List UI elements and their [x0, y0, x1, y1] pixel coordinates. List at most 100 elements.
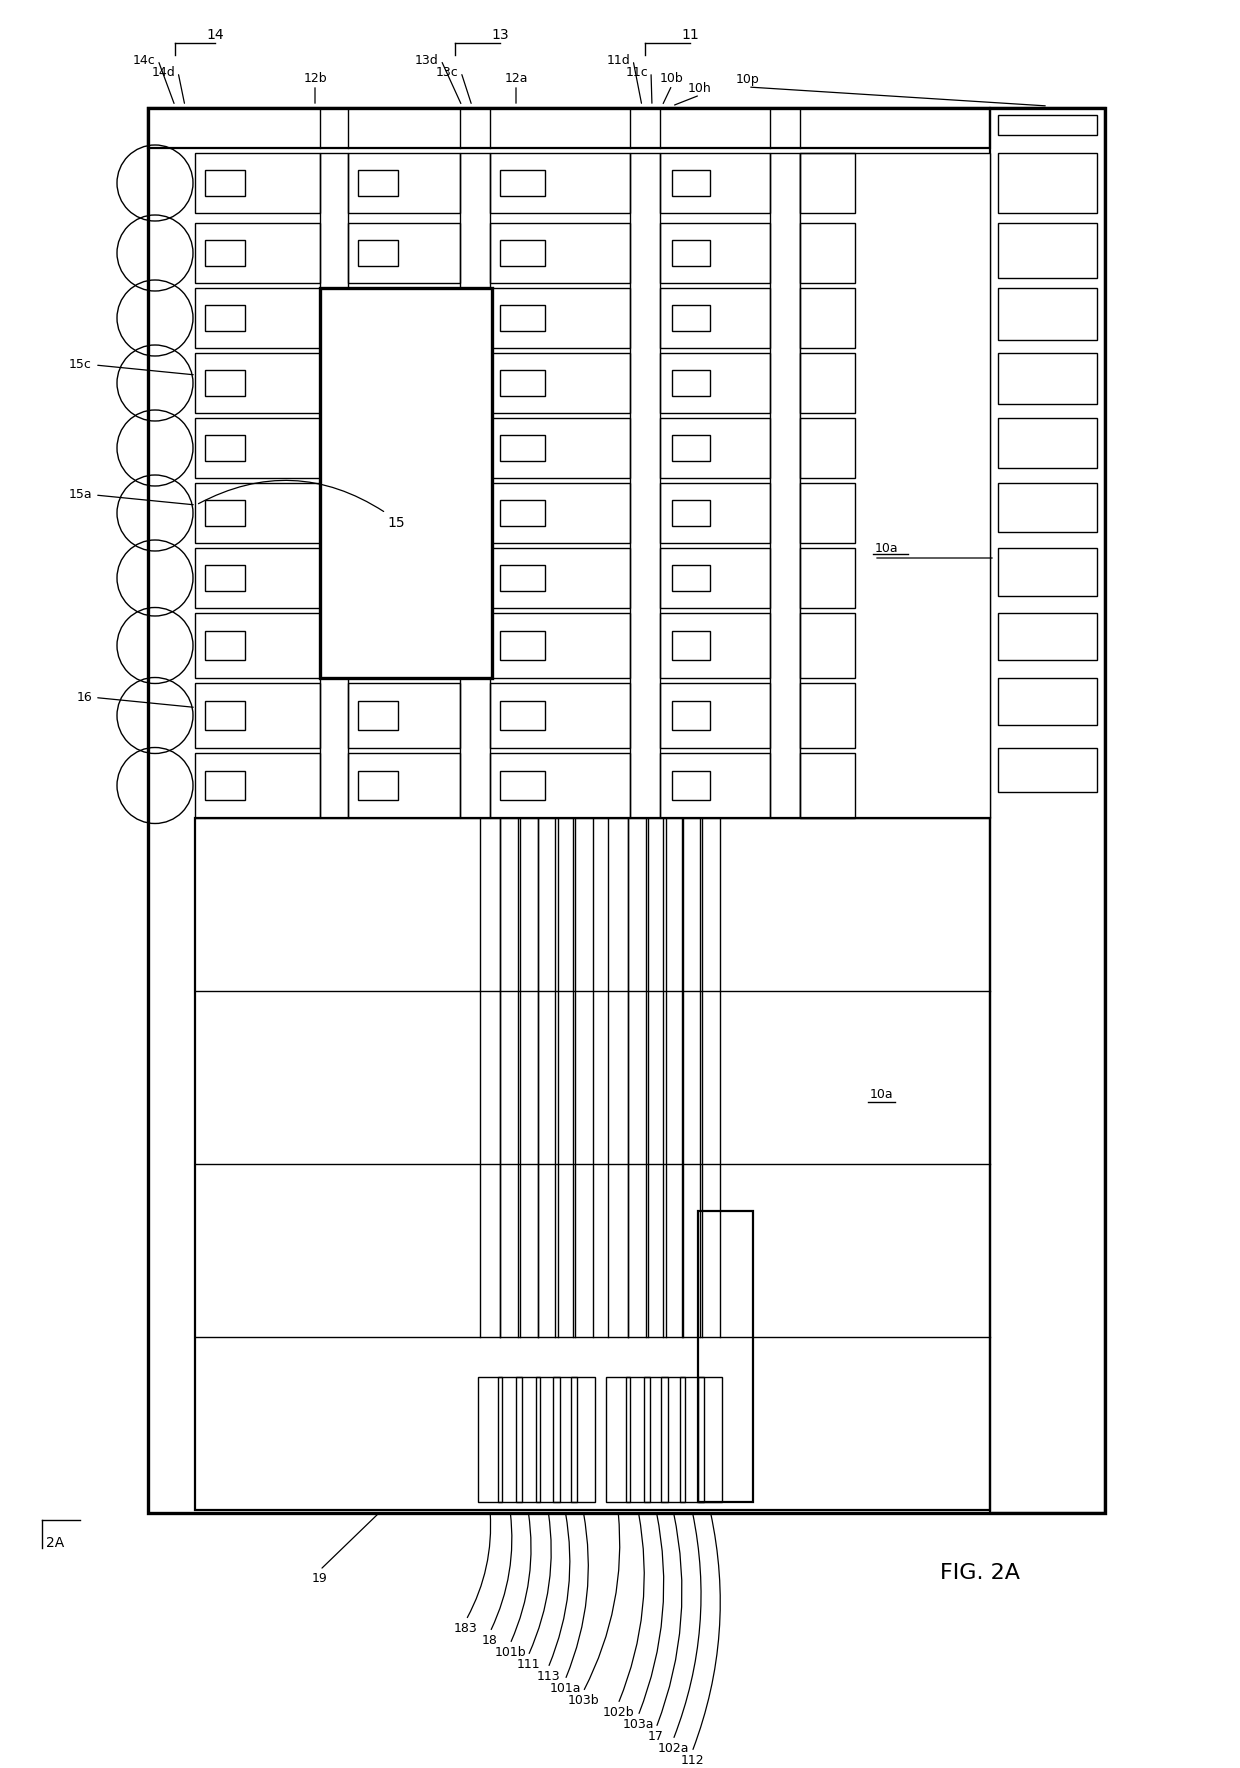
Text: 10a: 10a: [875, 541, 899, 555]
Text: 11c: 11c: [625, 65, 649, 78]
Bar: [626, 1377, 650, 1503]
Text: 16: 16: [76, 691, 92, 704]
Bar: [998, 288, 1097, 339]
Text: 102a: 102a: [657, 1741, 688, 1754]
Bar: [536, 1377, 560, 1503]
Bar: [661, 1377, 684, 1503]
Bar: [195, 354, 320, 414]
Bar: [490, 288, 630, 348]
Bar: [630, 154, 660, 819]
Text: 2A: 2A: [46, 1536, 64, 1551]
Bar: [800, 354, 856, 414]
Text: 10p: 10p: [737, 74, 760, 87]
Bar: [680, 1377, 704, 1503]
Text: 19: 19: [312, 1572, 327, 1584]
Bar: [660, 223, 770, 283]
Bar: [358, 771, 398, 799]
Text: 14d: 14d: [151, 65, 175, 78]
Bar: [998, 417, 1097, 469]
Bar: [358, 564, 398, 591]
Bar: [998, 115, 1097, 134]
Bar: [998, 748, 1097, 792]
Bar: [500, 170, 546, 196]
Bar: [348, 288, 460, 348]
Bar: [195, 417, 320, 477]
Bar: [770, 154, 800, 819]
Bar: [672, 631, 711, 659]
Bar: [358, 240, 398, 267]
Bar: [205, 564, 246, 591]
Text: 14: 14: [206, 28, 223, 42]
Bar: [358, 304, 398, 331]
Bar: [320, 154, 348, 819]
Text: 10a: 10a: [870, 1089, 894, 1101]
Bar: [490, 682, 630, 748]
Text: 103a: 103a: [622, 1717, 653, 1731]
Text: 15a: 15a: [68, 488, 92, 502]
Bar: [195, 613, 320, 677]
Bar: [516, 1377, 539, 1503]
Bar: [195, 819, 990, 1510]
Text: 11: 11: [681, 28, 699, 42]
Bar: [358, 370, 398, 396]
Bar: [348, 354, 460, 414]
Bar: [500, 631, 546, 659]
Bar: [358, 702, 398, 730]
Text: FIG. 2A: FIG. 2A: [940, 1563, 1021, 1582]
Text: 17: 17: [649, 1729, 663, 1743]
Bar: [460, 154, 490, 819]
Bar: [553, 1377, 577, 1503]
Bar: [800, 288, 856, 348]
Bar: [500, 304, 546, 331]
Bar: [672, 240, 711, 267]
Bar: [570, 1377, 595, 1503]
Bar: [998, 154, 1097, 212]
Text: 13: 13: [491, 28, 508, 42]
Bar: [672, 702, 711, 730]
Bar: [500, 370, 546, 396]
Bar: [205, 240, 246, 267]
Bar: [148, 108, 1105, 1513]
Text: 101b: 101b: [495, 1646, 526, 1658]
Bar: [205, 771, 246, 799]
Bar: [660, 354, 770, 414]
Bar: [500, 702, 546, 730]
Bar: [672, 500, 711, 527]
Bar: [672, 435, 711, 461]
Bar: [195, 548, 320, 608]
Bar: [195, 223, 320, 283]
Bar: [195, 753, 320, 819]
Bar: [490, 223, 630, 283]
Bar: [672, 370, 711, 396]
Bar: [800, 154, 990, 819]
Bar: [660, 753, 770, 819]
Bar: [348, 223, 460, 283]
Text: 11d: 11d: [606, 53, 630, 67]
Bar: [477, 1377, 502, 1503]
Text: 15: 15: [387, 516, 404, 530]
Bar: [660, 548, 770, 608]
Bar: [490, 154, 630, 212]
Bar: [998, 548, 1097, 596]
Bar: [998, 483, 1097, 532]
Bar: [672, 170, 711, 196]
Bar: [800, 483, 856, 543]
Bar: [498, 1377, 522, 1503]
Bar: [195, 682, 320, 748]
Bar: [660, 288, 770, 348]
Bar: [500, 771, 546, 799]
Bar: [490, 483, 630, 543]
Bar: [660, 483, 770, 543]
Bar: [672, 771, 711, 799]
Bar: [358, 170, 398, 196]
Text: 13c: 13c: [435, 65, 458, 78]
Bar: [800, 417, 856, 477]
Text: 101a: 101a: [549, 1681, 580, 1694]
Bar: [320, 288, 492, 677]
Text: 12b: 12b: [304, 71, 327, 85]
Bar: [500, 564, 546, 591]
Bar: [205, 435, 246, 461]
Bar: [660, 154, 770, 212]
Bar: [660, 682, 770, 748]
Bar: [490, 417, 630, 477]
